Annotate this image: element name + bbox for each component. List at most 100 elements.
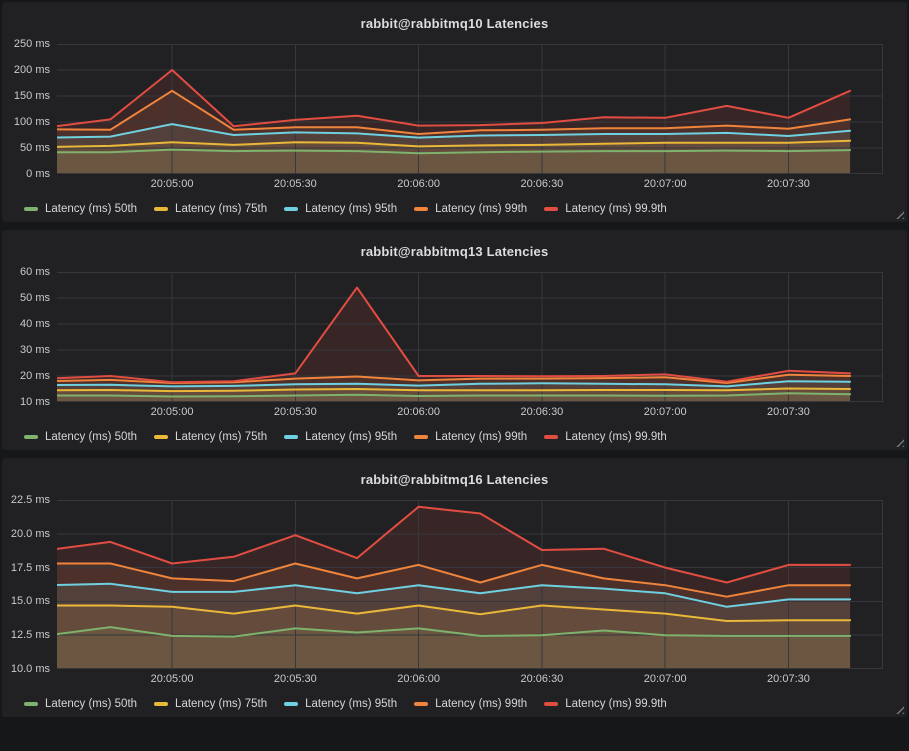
legend-label: Latency (ms) 99th <box>435 431 528 443</box>
legend-label: Latency (ms) 99.9th <box>565 698 667 710</box>
y-axis: 0 ms 50 ms 100 ms 150 ms 200 ms 250 ms <box>2 38 50 180</box>
x-tick-label: 20:05:00 <box>150 178 194 190</box>
series-line-75th <box>57 139 852 148</box>
series-area-99.9th <box>57 506 851 669</box>
legend-item-95th[interactable]: Latency (ms) 95th <box>284 698 397 710</box>
series-line-75th <box>57 604 852 622</box>
y-tick-label: 50 ms <box>20 142 50 154</box>
legend-label: Latency (ms) 99.9th <box>565 203 667 215</box>
legend-label: Latency (ms) 50th <box>45 431 138 443</box>
legend-label: Latency (ms) 99th <box>435 203 528 215</box>
legend-item-99.9th[interactable]: Latency (ms) 99.9th <box>544 431 667 443</box>
chart-svg <box>57 44 883 174</box>
legend-series-color-icon <box>284 435 299 439</box>
x-tick-label: 20:06:00 <box>397 406 441 418</box>
legend-item-75th[interactable]: Latency (ms) 75th <box>154 431 267 443</box>
legend: Latency (ms) 50th Latency (ms) 75th Latenc… <box>24 691 907 717</box>
legend-label: Latency (ms) 95th <box>305 431 398 443</box>
chart-svg <box>57 500 883 669</box>
panel-title[interactable]: rabbit@rabbitmq16 Latencies <box>360 471 549 487</box>
x-tick-label: 20:06:30 <box>520 406 564 418</box>
x-tick-label: 20:06:00 <box>397 673 441 685</box>
legend-item-50th[interactable]: Latency (ms) 50th <box>24 431 137 443</box>
legend-series-color-icon <box>544 207 559 211</box>
panel-resize-handle[interactable] <box>895 705 904 714</box>
x-tick-label: 20:05:30 <box>273 178 317 190</box>
panel-rabbitmq16-latencies: rabbit@rabbitmq16 Latencies 10.0 ms 12.5 … <box>2 458 907 717</box>
panel-resize-handle[interactable] <box>895 210 904 219</box>
y-tick-label: 15.0 ms <box>10 595 50 608</box>
legend-item-99.9th[interactable]: Latency (ms) 99.9th <box>544 698 667 710</box>
legend-item-99.9th[interactable]: Latency (ms) 99.9th <box>544 203 667 215</box>
chart-body: 10.0 ms 12.5 ms 15.0 ms 17.5 ms 20.0 ms 22.5 … <box>2 494 907 675</box>
legend-item-50th[interactable]: Latency (ms) 50th <box>24 203 137 215</box>
series-line-95th <box>57 380 852 388</box>
legend-series-color-icon <box>284 207 299 211</box>
x-axis: 20:05:00 20:05:30 20:06:00 20:06:30 20:07:00… <box>57 174 883 196</box>
series-line-95th <box>57 123 852 139</box>
y-tick-label: 60 ms <box>20 266 50 278</box>
series-line-99.9th <box>57 505 852 584</box>
panel-title[interactable]: rabbit@rabbitmq13 Latencies <box>360 243 549 259</box>
chart-plot-area[interactable] <box>57 500 883 669</box>
legend-item-99th[interactable]: Latency (ms) 99th <box>414 203 527 215</box>
x-tick-label: 20:05:30 <box>273 673 317 685</box>
legend-item-99th[interactable]: Latency (ms) 99th <box>414 431 527 443</box>
y-tick-label: 22.5 ms <box>10 494 50 506</box>
x-tick-label: 20:07:30 <box>767 673 810 685</box>
y-axis: 10 ms 20 ms 30 ms 40 ms 50 ms 60 ms <box>2 266 50 408</box>
chart-plot-area[interactable] <box>57 272 883 402</box>
legend-series-color-icon <box>414 435 429 439</box>
panel-title[interactable]: rabbit@rabbitmq10 Latencies <box>360 15 549 31</box>
legend-series-color-icon <box>154 702 169 706</box>
series-line-75th <box>57 387 852 393</box>
x-tick-label: 20:05:00 <box>150 673 194 685</box>
series-area-50th <box>57 393 851 402</box>
legend-series-color-icon <box>414 702 429 706</box>
x-tick-label: 20:06:30 <box>520 178 564 190</box>
legend-label: Latency (ms) 75th <box>175 431 268 443</box>
x-tick-label: 20:07:00 <box>643 406 687 418</box>
y-tick-label: 20 ms <box>20 370 50 382</box>
y-tick-label: 0 ms <box>26 168 50 180</box>
legend-item-75th[interactable]: Latency (ms) 75th <box>154 698 267 710</box>
y-tick-label: 200 ms <box>13 64 50 76</box>
x-tick-label: 20:05:30 <box>273 406 317 418</box>
legend-series-color-icon <box>24 435 38 439</box>
series-line-99th <box>57 89 852 135</box>
x-tick-label: 20:06:00 <box>397 178 441 190</box>
y-tick-label: 10.0 ms <box>10 663 50 675</box>
legend-series-color-icon <box>154 435 169 439</box>
legend-item-50th[interactable]: Latency (ms) 50th <box>24 698 137 710</box>
legend-label: Latency (ms) 95th <box>305 698 398 710</box>
legend-item-99th[interactable]: Latency (ms) 99th <box>414 698 527 710</box>
legend-item-95th[interactable]: Latency (ms) 95th <box>284 203 397 215</box>
y-tick-label: 20.0 ms <box>10 527 50 540</box>
x-tick-label: 20:06:30 <box>520 673 564 685</box>
series-line-50th <box>57 626 852 638</box>
y-tick-label: 50 ms <box>20 292 50 304</box>
legend-series-color-icon <box>24 207 38 211</box>
panel-header: rabbit@rabbitmq13 Latencies <box>2 230 907 272</box>
legend-series-color-icon <box>154 207 169 211</box>
series-area-75th <box>57 605 851 669</box>
series-line-99.9th <box>57 286 852 384</box>
legend: Latency (ms) 50th Latency (ms) 75th Latenc… <box>24 196 907 222</box>
legend-item-75th[interactable]: Latency (ms) 75th <box>154 203 267 215</box>
panel-resize-handle[interactable] <box>895 438 904 447</box>
chart-plot-area[interactable] <box>57 44 883 174</box>
legend-item-95th[interactable]: Latency (ms) 95th <box>284 431 397 443</box>
legend-series-color-icon <box>544 435 559 439</box>
legend-label: Latency (ms) 75th <box>175 698 268 710</box>
legend-label: Latency (ms) 75th <box>175 203 268 215</box>
y-tick-label: 17.5 ms <box>10 561 50 574</box>
y-tick-label: 30 ms <box>20 344 50 356</box>
panel-header: rabbit@rabbitmq16 Latencies <box>2 458 907 500</box>
y-tick-label: 250 ms <box>13 38 50 50</box>
series-area-75th <box>57 140 851 174</box>
y-tick-label: 12.5 ms <box>10 629 50 642</box>
chart-svg <box>57 272 883 402</box>
x-tick-label: 20:07:00 <box>643 178 687 190</box>
series-area-95th <box>57 124 851 174</box>
legend-label: Latency (ms) 95th <box>305 203 398 215</box>
